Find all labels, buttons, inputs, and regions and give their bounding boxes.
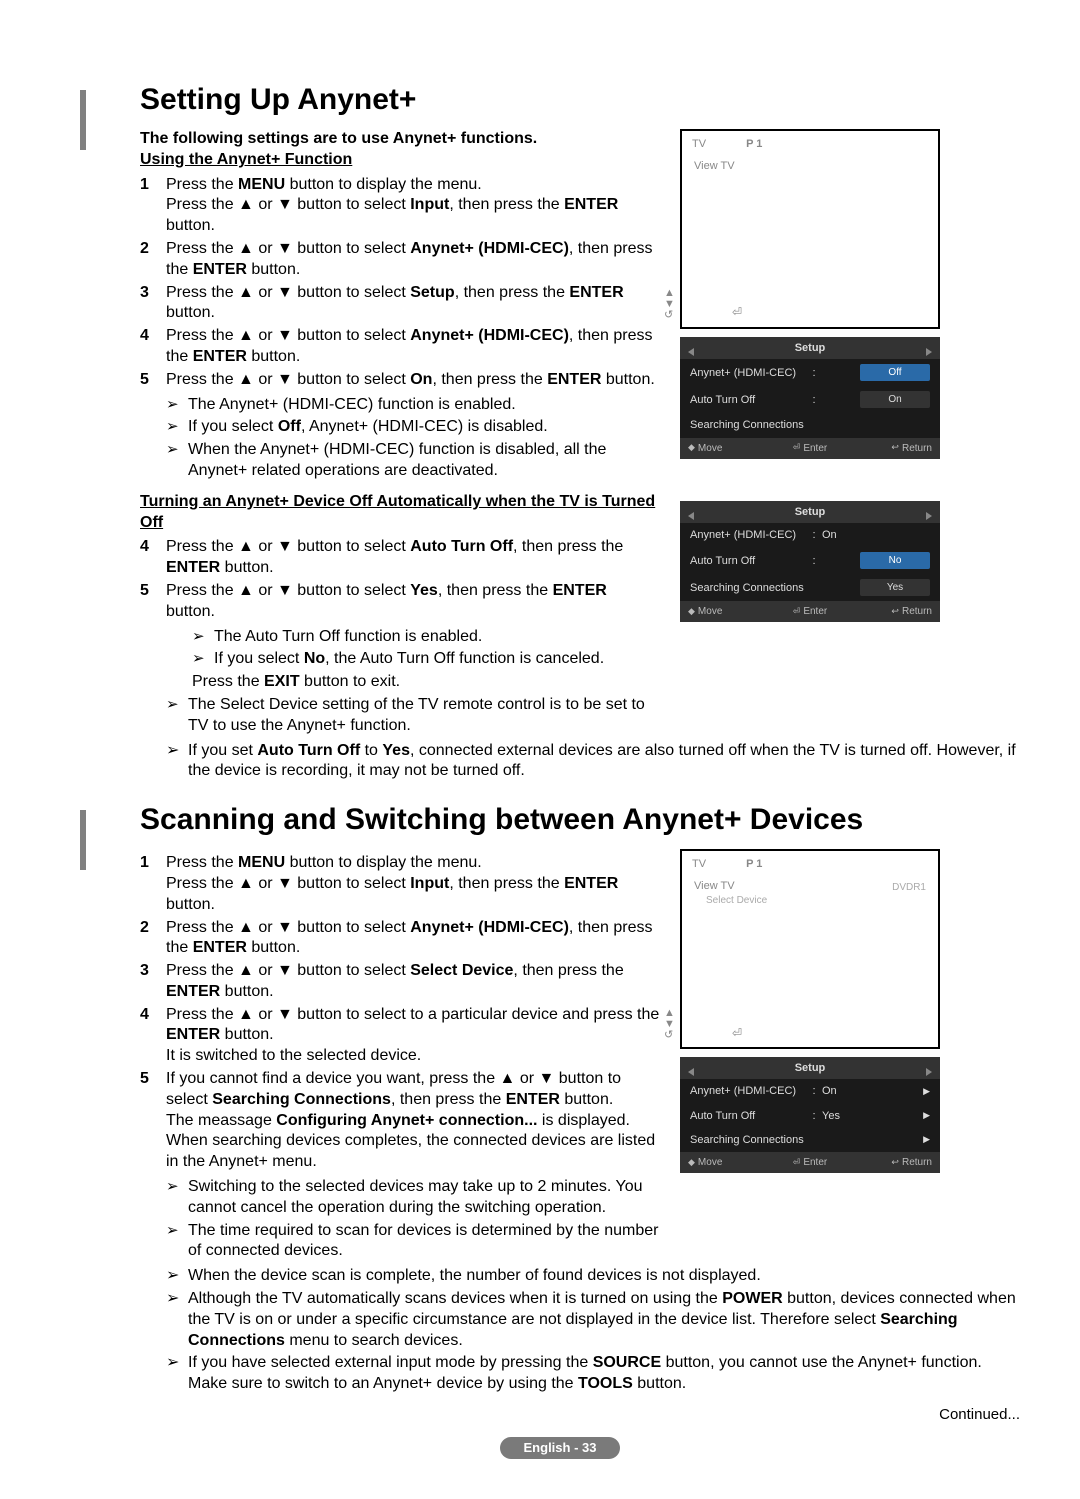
screenshots-col: TVP 1 View TV ▲▼↺ ⏎ Setup Anynet+ (HDMI-… — [680, 129, 940, 634]
instructions-col: The following settings are to use Anynet… — [140, 129, 660, 739]
steps-list-3: 1Press the MENU button to display the me… — [140, 853, 660, 1173]
note-item: ➢If you set Auto Turn Off to Yes, connec… — [166, 741, 1020, 783]
step-item: 5Press the ▲ or ▼ button to select Yes, … — [140, 581, 660, 623]
osd-setup-1: Setup Anynet+ (HDMI-CEC):Off Auto Turn O… — [680, 337, 940, 459]
osd-title: Setup — [680, 337, 940, 359]
subheading-2: Turning an Anynet+ Device Off Automatica… — [140, 492, 660, 534]
nav-arrows-icon: ▲▼↺ — [664, 288, 675, 321]
steps-list-1: 1Press the MENU button to display the me… — [140, 175, 660, 391]
note-item: ➢When the device scan is complete, the n… — [166, 1266, 1020, 1287]
step-item: 3Press the ▲ or ▼ button to select Setup… — [140, 283, 660, 325]
section-title-1: Setting Up Anynet+ — [140, 80, 1020, 119]
option-no[interactable]: No — [860, 552, 930, 569]
exit-instruction: Press the EXIT button to exit. — [192, 672, 660, 693]
instructions-col-2: 1Press the MENU button to display the me… — [140, 849, 660, 1264]
option-yes[interactable]: Yes — [860, 579, 930, 596]
step-item: 4Press the ▲ or ▼ button to select Auto … — [140, 537, 660, 579]
page-number-badge: English - 33 — [500, 1437, 620, 1460]
option-on[interactable]: On — [860, 391, 930, 408]
view-tv-label: View TV — [694, 159, 938, 173]
step-item: 4Press the ▲ or ▼ button to select Anyne… — [140, 326, 660, 368]
step-item: 5Press the ▲ or ▼ button to select On, t… — [140, 370, 660, 391]
note-item: ➢The time required to scan for devices i… — [166, 1221, 660, 1263]
osd-setup-2: Setup Anynet+ (HDMI-CEC):On Auto Turn Of… — [680, 501, 940, 623]
step-item: 5If you cannot find a device you want, p… — [140, 1069, 660, 1173]
step-item: 1Press the MENU button to display the me… — [140, 853, 660, 915]
step-item: 3Press the ▲ or ▼ button to select Selec… — [140, 961, 660, 1003]
enter-icon: ⏎ — [732, 305, 742, 321]
steps-list-2: 4Press the ▲ or ▼ button to select Auto … — [140, 537, 660, 622]
section-title-2: Scanning and Switching between Anynet+ D… — [140, 800, 1020, 839]
note-item: ➢The Anynet+ (HDMI-CEC) function is enab… — [166, 395, 660, 416]
dvdr-label: DVDR1 — [892, 881, 926, 894]
note-item: ➢Although the TV automatically scans dev… — [166, 1289, 1020, 1351]
section-marker-2 — [80, 810, 86, 870]
step-item: 2Press the ▲ or ▼ button to select Anyne… — [140, 239, 660, 281]
note-item: ➢If you have selected external input mod… — [166, 1353, 1020, 1395]
subheading-1: Using the Anynet+ Function — [140, 150, 660, 171]
note-item: ➢The Select Device setting of the TV rem… — [166, 695, 660, 737]
select-device-label: Select Device — [706, 894, 938, 907]
note-item: ➢When the Anynet+ (HDMI-CEC) function is… — [166, 440, 660, 482]
tv-screen-1: TVP 1 View TV ▲▼↺ ⏎ — [680, 129, 940, 329]
note-item: ➢The Auto Turn Off function is enabled. — [192, 627, 660, 648]
tv-screen-2: TVP 1 View TV Select Device DVDR1 ▲▼↺ ⏎ — [680, 849, 940, 1049]
step-item: 4Press the ▲ or ▼ button to select to a … — [140, 1005, 660, 1067]
section-marker — [80, 90, 86, 150]
intro-text: The following settings are to use Anynet… — [140, 129, 660, 150]
step-item: 1Press the MENU button to display the me… — [140, 175, 660, 237]
note-item: ➢If you select No, the Auto Turn Off fun… — [192, 649, 660, 670]
step-item: 2Press the ▲ or ▼ button to select Anyne… — [140, 918, 660, 960]
note-item: ➢If you select Off, Anynet+ (HDMI-CEC) i… — [166, 417, 660, 438]
note-item: ➢Switching to the selected devices may t… — [166, 1177, 660, 1219]
option-off[interactable]: Off — [860, 364, 930, 381]
osd-setup-3: Setup Anynet+ (HDMI-CEC):On▶ Auto Turn O… — [680, 1057, 940, 1173]
screenshots-col-2: TVP 1 View TV Select Device DVDR1 ▲▼↺ ⏎ … — [680, 849, 940, 1185]
continued-label: Continued... — [140, 1405, 1020, 1425]
